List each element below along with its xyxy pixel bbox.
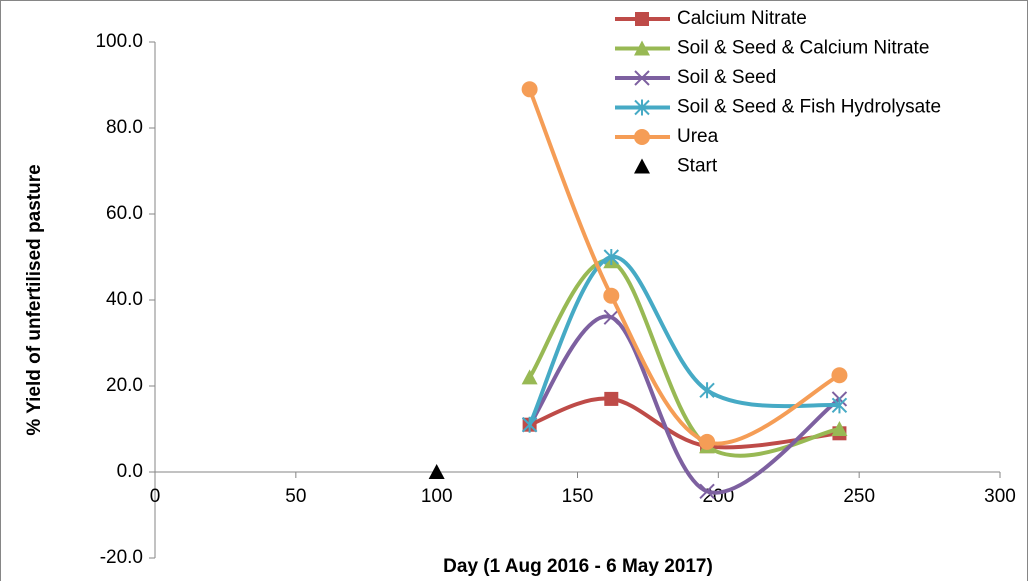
y-tick-label: 20.0 xyxy=(106,375,143,396)
data-point xyxy=(521,416,538,433)
data-point xyxy=(428,464,445,479)
data-point xyxy=(831,421,848,436)
legend-marker xyxy=(634,70,650,86)
series-line xyxy=(527,254,840,426)
x-tick-label: 250 xyxy=(843,486,875,507)
y-tick-label: 40.0 xyxy=(106,289,143,310)
data-point xyxy=(831,397,848,414)
legend-label: Start xyxy=(677,156,718,177)
data-point xyxy=(831,367,848,384)
data-point xyxy=(699,433,716,450)
y-axis-title: % Yield of unfertilised pasture xyxy=(24,164,45,435)
legend-marker xyxy=(634,40,650,56)
y-tick-label: 80.0 xyxy=(106,117,143,138)
x-tick-label: 150 xyxy=(562,486,594,507)
data-point xyxy=(604,391,619,406)
legend-label: Soil & Seed & Calcium Nitrate xyxy=(677,38,929,59)
data-point xyxy=(521,81,538,98)
legend-marker xyxy=(634,158,650,174)
y-tick-label: 100.0 xyxy=(95,31,143,52)
data-point xyxy=(699,483,715,500)
y-tick-label: 0.0 xyxy=(117,461,143,482)
legend-marker xyxy=(635,12,649,26)
y-tick-label: 60.0 xyxy=(106,203,143,224)
x-tick-label: 300 xyxy=(984,486,1016,507)
x-axis-title: Day (1 Aug 2016 - 6 May 2017) xyxy=(443,556,713,577)
legend-marker xyxy=(634,99,650,116)
legend-marker xyxy=(634,129,650,145)
x-tick-label: 50 xyxy=(285,486,306,507)
legend-label: Soil & Seed xyxy=(677,67,776,88)
series-line xyxy=(527,258,840,458)
data-point xyxy=(699,382,715,399)
x-tick-label: 100 xyxy=(421,486,453,507)
legend-label: Calcium Nitrate xyxy=(677,8,807,29)
series-line xyxy=(527,88,841,446)
series-line xyxy=(527,314,841,495)
data-point xyxy=(603,249,620,265)
data-point xyxy=(603,287,620,304)
x-tick-label: 0 xyxy=(150,486,161,507)
data-point xyxy=(521,369,538,385)
data-point xyxy=(603,309,620,325)
legend-label: Urea xyxy=(677,126,719,147)
y-tick-label: -20.0 xyxy=(100,547,143,568)
legend-label: Soil & Seed & Fish Hydrolysate xyxy=(677,97,941,118)
